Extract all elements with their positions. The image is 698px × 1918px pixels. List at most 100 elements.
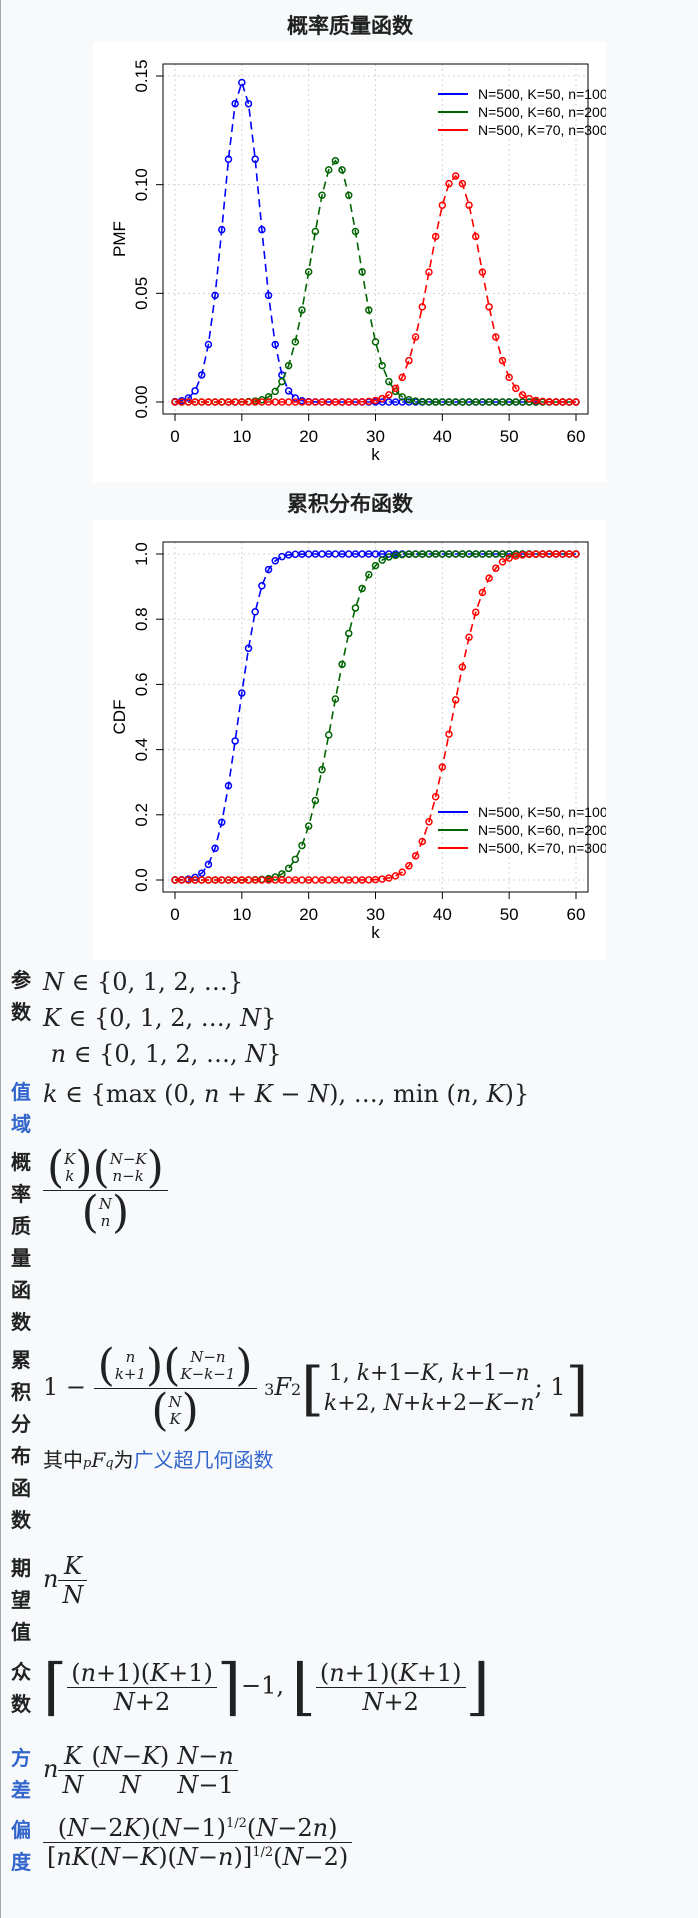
data-point (418, 837, 427, 846)
cdf-row: 累积分布函数 1 − (n k+1)(N−n K−k−1) (N K) 3F2[1, … (11, 1344, 691, 1540)
data-point (378, 394, 386, 403)
data-point (258, 395, 266, 404)
pmf-label: 概率质量函数 (11, 1150, 31, 1334)
y-tick-label: 0.2 (132, 803, 151, 827)
params-label: 参数 (11, 968, 31, 1024)
series-line (174, 79, 576, 403)
data-point (244, 644, 253, 653)
data-point (572, 550, 580, 558)
data-point (572, 398, 580, 406)
data-point (458, 663, 467, 671)
data-point (532, 396, 540, 405)
data-point (425, 268, 433, 276)
data-point (271, 387, 279, 396)
data-point (304, 268, 313, 276)
data-point (465, 201, 473, 209)
data-point (365, 397, 373, 406)
skewness-formula: (N−2K)(N−1)1/2(N−2n) [nK(N−K)(N−n)]1/2(N… (43, 1814, 353, 1871)
data-point (351, 604, 360, 612)
variance-formula: n K N (N−K) N N−n N−1 (43, 1742, 238, 1799)
data-point (378, 556, 386, 564)
params-value: N ∈ {0, 1, 2, …} K ∈ {0, 1, 2, …, N} n ∈… (43, 968, 282, 1068)
mean-label: 期望值 (11, 1556, 31, 1644)
x-tick-label: 60 (567, 905, 586, 924)
data-point (251, 608, 259, 616)
y-tick-label: 0.0 (132, 868, 151, 892)
data-point (264, 393, 273, 401)
data-point (224, 155, 233, 163)
data-point (405, 395, 413, 404)
y-tick-label: 0.10 (132, 168, 151, 201)
x-tick-label: 0 (170, 905, 179, 924)
cdf-chart-svg: 0 10 20 30 40 50 60 0.0 0.2 0.4 0.6 0.8 1.0 k CDF N=500… (93, 520, 606, 960)
data-point (405, 356, 413, 365)
x-tick-label: 30 (366, 427, 385, 446)
data-point (465, 633, 473, 641)
data-point (498, 558, 507, 566)
data-point (498, 356, 507, 365)
legend-label: N=500, K=60, n=200 (478, 822, 606, 838)
data-point (398, 393, 406, 401)
legend-label: N=500, K=60, n=200 (478, 104, 606, 120)
data-point (485, 303, 493, 311)
data-point (258, 582, 266, 590)
data-point (512, 384, 520, 393)
data-point (505, 554, 513, 562)
data-point (264, 565, 273, 574)
x-axis-label: k (371, 445, 380, 464)
data-point (258, 225, 266, 234)
data-point (298, 306, 306, 314)
data-point (231, 99, 239, 108)
support-label[interactable]: 值域 (11, 1080, 31, 1136)
cdf-note: 其中pFq为广义超几何函数 (43, 1448, 274, 1472)
variance-label[interactable]: 方差 (11, 1746, 31, 1802)
x-tick-label: 50 (500, 905, 519, 924)
data-point (518, 391, 527, 399)
data-point (411, 852, 420, 860)
legend-label: N=500, K=50, n=100 (478, 804, 606, 820)
data-point (338, 660, 346, 669)
data-point (398, 373, 406, 382)
data-point (378, 361, 386, 370)
data-point (358, 584, 366, 593)
data-point (311, 227, 320, 236)
data-point (358, 268, 366, 276)
data-point (371, 561, 380, 570)
data-point (238, 78, 246, 87)
data-point (431, 793, 440, 801)
data-point (371, 338, 380, 346)
y-axis-label: CDF (110, 700, 129, 735)
data-point (371, 396, 380, 405)
x-tick-label: 50 (500, 427, 519, 446)
data-point (338, 166, 346, 174)
y-tick-label: 0.8 (132, 607, 151, 631)
variance-row: 方差 n K N (N−K) N N−n N−1 (11, 1742, 691, 1812)
data-point (271, 873, 279, 881)
data-point (271, 557, 279, 565)
data-point (251, 155, 259, 163)
pmf-chart-title: 概率质量函数 (287, 14, 413, 38)
data-point (197, 869, 206, 877)
data-point (211, 844, 219, 852)
data-point (204, 340, 213, 349)
data-point (304, 822, 313, 830)
series-line (174, 553, 576, 881)
series-line (175, 174, 577, 403)
mode-row: 众数 ⌈ (n+1)(K+1) N+2 ⌉−1, ⌊ (n+1)(K+1) N+2 ⌋ (11, 1656, 691, 1726)
data-point (244, 99, 253, 108)
generalized-hypergeometric-link[interactable]: 广义超几何函数 (133, 1448, 274, 1472)
x-tick-label: 30 (366, 905, 385, 924)
y-tick-label: 0.6 (132, 673, 151, 697)
data-point (331, 157, 340, 165)
data-point (311, 796, 320, 805)
x-tick-label: 40 (433, 905, 452, 924)
skewness-label[interactable]: 偏度 (11, 1818, 31, 1874)
chart-background (93, 520, 606, 960)
mode-formula: ⌈ (n+1)(K+1) N+2 ⌉−1, ⌊ (n+1)(K+1) N+2 ⌋ (43, 1650, 490, 1723)
data-point (291, 855, 300, 864)
data-point (318, 765, 326, 774)
legend-label: N=500, K=50, n=100 (478, 86, 606, 102)
data-point (278, 552, 286, 561)
data-point (425, 818, 433, 826)
